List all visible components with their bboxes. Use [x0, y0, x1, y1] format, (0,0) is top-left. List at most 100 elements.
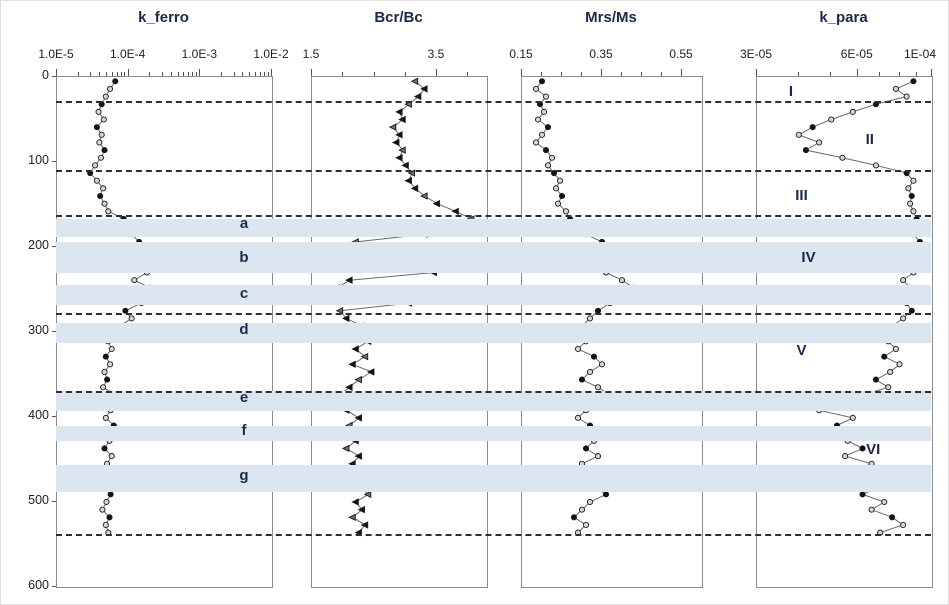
circle-marker: [582, 521, 590, 529]
circle-marker: [910, 208, 917, 215]
circle-marker: [594, 453, 602, 460]
triangle-marker: [395, 131, 403, 139]
x-axis-tick-mark: [916, 72, 917, 76]
x-tick-label: 1.5: [302, 47, 320, 61]
circle-marker: [540, 108, 548, 115]
circle-marker: [101, 368, 108, 376]
x-axis-tick-mark: [90, 72, 91, 76]
panel-title-bcr-bc: Bcr/Bc: [374, 9, 423, 26]
triangle-marker: [363, 490, 372, 499]
triangle-marker: [360, 521, 369, 529]
circle-marker: [828, 116, 835, 123]
x-axis-tick-mark: [561, 72, 562, 76]
panel-title-k-ferro: k_ferro: [138, 9, 189, 26]
circle-marker: [910, 78, 917, 85]
circle-marker: [128, 315, 135, 322]
shaded-depth-band: [56, 465, 931, 493]
triangle-marker: [360, 352, 369, 361]
zone-label-b: b: [239, 248, 249, 266]
shaded-depth-band: [56, 426, 931, 441]
circle-marker: [93, 124, 100, 131]
depth-tick-mark: [52, 501, 56, 502]
circle-marker: [544, 162, 552, 169]
x-axis-tick-mark: [171, 72, 172, 76]
circle-marker: [586, 368, 594, 376]
circle-marker: [100, 116, 107, 123]
x-tick-label: 1E-04: [903, 47, 937, 61]
circle-marker: [586, 498, 594, 506]
unit-label-VI: VI: [866, 440, 881, 458]
x-tick-label: 6E-05: [840, 47, 873, 61]
x-axis-tick-mark: [117, 72, 118, 76]
x-axis-tick-mark: [188, 72, 189, 76]
triangle-marker: [335, 307, 344, 315]
depth-tick-mark: [52, 76, 56, 77]
circle-marker: [578, 376, 586, 383]
x-axis-tick-mark: [192, 72, 193, 76]
x-axis-tick-mark: [405, 72, 406, 76]
triangle-marker: [410, 184, 419, 193]
circle-marker: [554, 200, 562, 207]
circle-marker: [889, 514, 896, 521]
shaded-depth-band: [56, 285, 931, 306]
x-axis-tick-mark: [436, 72, 437, 76]
x-axis-tick-mark: [899, 72, 900, 76]
circle-marker: [558, 192, 566, 200]
x-axis-tick-mark: [196, 72, 197, 76]
circle-marker: [816, 139, 823, 146]
x-axis-tick-mark: [242, 72, 243, 76]
circle-marker: [104, 376, 111, 383]
depth-tick-mark: [52, 331, 56, 332]
triangle-marker: [354, 375, 362, 384]
depth-tick-label: 600: [28, 578, 49, 592]
triangle-marker: [345, 276, 353, 284]
unit-label-III: III: [795, 186, 808, 204]
x-axis-tick-mark: [879, 72, 880, 76]
x-axis-tick-mark: [467, 72, 468, 76]
circle-marker: [574, 345, 582, 353]
circle-marker: [586, 315, 594, 322]
x-axis-tick-mark: [234, 72, 235, 76]
x-tick-label: 0.15: [509, 47, 533, 61]
depth-tick-label: 100: [28, 153, 49, 167]
triangle-marker: [451, 207, 459, 216]
x-axis-tick-mark: [178, 72, 179, 76]
x-axis-tick-mark: [268, 72, 269, 76]
depth-tick-mark: [52, 161, 56, 162]
circle-marker: [903, 93, 910, 100]
circle-marker: [892, 345, 899, 353]
circle-marker: [582, 445, 590, 452]
circle-marker: [839, 154, 846, 161]
x-tick-label: 0.55: [669, 47, 693, 61]
triangle-marker: [348, 460, 356, 468]
circle-marker: [95, 108, 102, 115]
triangle-marker: [398, 146, 406, 154]
unit-boundary-line: [56, 313, 931, 315]
circle-marker: [910, 177, 917, 184]
circle-marker: [108, 345, 115, 353]
triangle-marker: [410, 77, 419, 85]
circle-marker: [97, 154, 104, 161]
x-tick-label: 3E-05: [739, 47, 773, 61]
circle-marker: [570, 514, 578, 521]
x-axis-tick-mark: [199, 69, 200, 76]
x-tick-label: 1.0E-3: [181, 47, 217, 61]
unit-label-V: V: [796, 342, 807, 360]
triangle-marker: [401, 161, 409, 170]
triangle-marker: [398, 115, 406, 124]
x-axis-tick-mark: [661, 72, 662, 76]
circle-marker: [131, 277, 138, 284]
circle-marker: [552, 185, 560, 192]
x-axis-tick-mark: [521, 69, 522, 76]
x-axis-tick-mark: [183, 72, 184, 76]
depth-tick-label: 500: [28, 493, 49, 507]
triangle-marker: [395, 154, 403, 162]
x-axis-tick-mark: [681, 72, 682, 76]
zone-label-a: a: [239, 214, 249, 232]
x-axis-tick-mark: [260, 72, 261, 76]
circle-marker: [849, 414, 856, 421]
x-axis-tick-mark: [756, 69, 757, 76]
circle-marker: [538, 78, 546, 85]
triangle-marker: [351, 498, 359, 506]
circle-marker: [562, 208, 570, 215]
